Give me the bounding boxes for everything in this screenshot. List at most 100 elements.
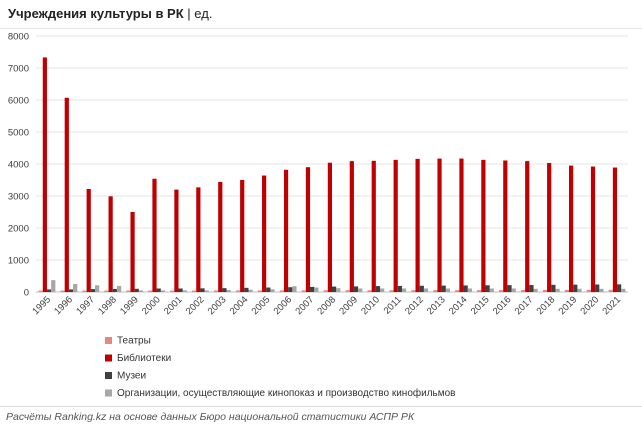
bar-libraries (481, 159, 486, 292)
bar-museums (222, 288, 227, 292)
bar-theatres (367, 290, 372, 292)
bar-cinema (182, 290, 187, 292)
bar-museums (529, 284, 534, 292)
bar-theatres (499, 290, 504, 292)
x-tick-label: 1995 (30, 294, 53, 317)
bar-museums (441, 285, 446, 292)
bar-theatres (60, 290, 65, 292)
x-tick-label: 2006 (272, 294, 295, 317)
legend-label-museums: Музеи (117, 371, 146, 382)
x-tick-label: 1997 (74, 294, 97, 317)
legend-swatch-libraries (105, 354, 112, 362)
source-note: Расчёты Ranking.kz на основе данных Бюро… (6, 411, 415, 423)
x-tick-label: 2012 (403, 294, 426, 317)
legend-swatch-museums (105, 372, 112, 379)
x-tick-label: 2021 (600, 294, 623, 317)
bar-museums (419, 285, 424, 292)
legend-label-libraries: Библиотеки (117, 352, 171, 364)
bar-cinema (248, 289, 253, 292)
bar-cinema (555, 288, 560, 292)
bar-theatres (279, 290, 284, 292)
bar-libraries (547, 163, 552, 292)
legend-swatch-theatres (105, 337, 112, 344)
x-tick-label: 2019 (557, 294, 580, 317)
bar-cinema (358, 288, 363, 292)
x-tick-label: 2003 (206, 294, 229, 317)
legend-swatch-cinema (105, 389, 112, 397)
bar-theatres (38, 290, 43, 292)
bar-museums (397, 285, 402, 292)
x-tick-label: 2004 (228, 294, 251, 317)
bar-libraries (86, 188, 91, 292)
x-tick-label: 2020 (579, 294, 602, 317)
bar-theatres (477, 290, 482, 292)
bar-libraries (393, 159, 398, 292)
bar-cinema (489, 288, 494, 292)
bar-theatres (213, 290, 219, 292)
bar-theatres (104, 290, 109, 292)
bar-theatres (323, 290, 328, 292)
bar-theatres (586, 289, 591, 292)
bar-theatres (564, 289, 569, 292)
bar-museums (551, 284, 556, 292)
bar-cinema (577, 288, 582, 292)
bar-theatres (82, 290, 87, 292)
legend-label-cinema: Организации, осуществляющие кинопоказ и … (117, 387, 456, 399)
bar-museums (46, 289, 52, 292)
y-tick-label: 2000 (8, 224, 29, 235)
x-tick-label: 2017 (513, 294, 536, 317)
bar-theatres (345, 290, 350, 292)
bar-theatres (235, 290, 241, 292)
bar-cinema (445, 288, 451, 292)
bar-libraries (503, 160, 508, 292)
bar-museums (112, 288, 117, 292)
bar-museums (200, 288, 205, 292)
title-divider (0, 28, 642, 29)
bar-museums (485, 285, 490, 292)
bar-theatres (257, 290, 263, 292)
x-tick-label: 2010 (359, 294, 382, 317)
x-tick-label: 1996 (52, 294, 75, 317)
bar-cinema (314, 287, 319, 292)
x-tick-label: 2009 (337, 294, 360, 317)
bar-libraries (174, 189, 179, 292)
bar-theatres (520, 290, 526, 292)
bar-theatres (608, 289, 613, 292)
bar-theatres (389, 290, 394, 292)
bar-theatres (192, 290, 197, 292)
bar-cinema (423, 288, 429, 292)
y-tick-label: 4000 (8, 160, 29, 171)
bar-cinema (160, 290, 165, 292)
y-tick-label: 5000 (8, 128, 29, 139)
x-tick-label: 2018 (535, 294, 558, 317)
bar-museums (266, 287, 271, 292)
bar-libraries (437, 158, 442, 292)
bar-museums (156, 288, 161, 292)
y-tick-label: 3000 (8, 192, 29, 203)
bar-museums (595, 284, 600, 292)
bar-theatres (148, 290, 153, 292)
bar-museums (288, 287, 293, 292)
bar-museums (178, 288, 183, 292)
bar-libraries (218, 181, 223, 292)
x-tick-label: 2007 (293, 294, 316, 317)
bar-museums (375, 286, 381, 292)
bar-museums (353, 286, 359, 292)
y-tick-label: 0 (24, 288, 29, 299)
bar-cinema (380, 288, 385, 292)
chart-title: Учреждения культуры в РК | ед. (8, 6, 212, 21)
x-tick-label: 2016 (491, 294, 514, 317)
bar-libraries (64, 97, 69, 292)
bar-libraries (349, 161, 354, 292)
bar-libraries (130, 212, 135, 292)
x-tick-label: 2001 (162, 294, 185, 317)
bar-cinema (204, 290, 209, 292)
bar-cinema (226, 290, 231, 292)
x-tick-label: 2013 (425, 294, 448, 317)
y-tick-label: 6000 (8, 96, 29, 107)
x-tick-label: 2000 (140, 294, 163, 317)
bar-museums (244, 287, 249, 292)
y-tick-label: 8000 (8, 32, 29, 43)
bar-museums (310, 286, 315, 292)
